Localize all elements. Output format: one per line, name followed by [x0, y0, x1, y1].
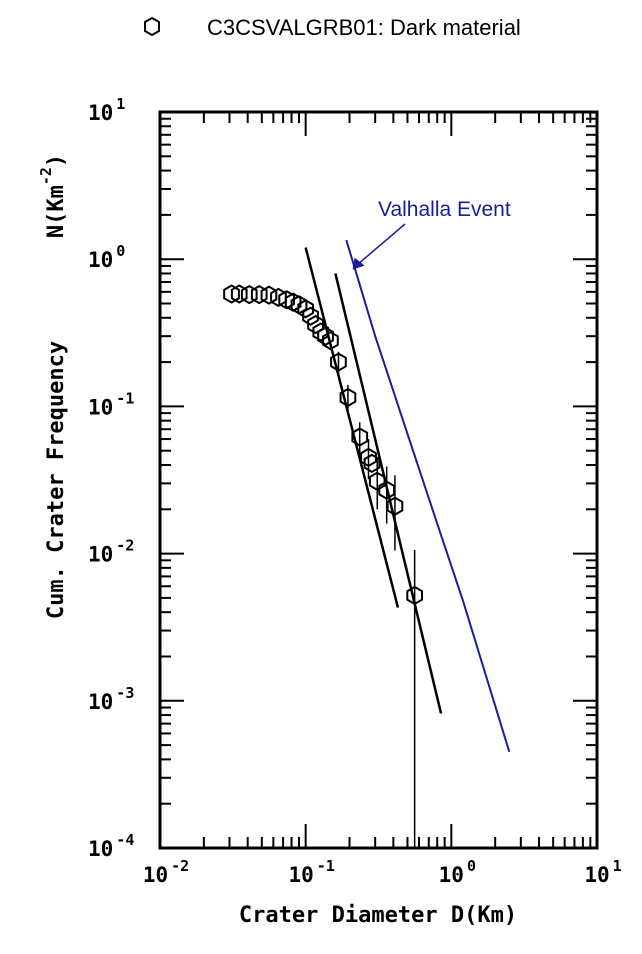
x-tick-label-exp: 1 [613, 857, 622, 875]
hexagon-point [322, 330, 339, 351]
y-axis-unit-exp: -2 [37, 167, 55, 185]
tick-labels: 10 -2 10 -1 10 0 10 110 -410 -310 -210 -110 010 1 [88, 95, 622, 887]
hexagon-point [378, 480, 396, 500]
y-axis-unit: N(Km-2) [37, 154, 69, 238]
data-points [223, 284, 423, 606]
y-tick-label: 10 1 [88, 95, 125, 125]
y-tick-label-exp: -4 [116, 831, 134, 849]
svg-text:Cum. Crater Frequency: Cum. Crater Frequency [44, 341, 69, 619]
y-axis-title: Cum. Crater Frequency [44, 341, 69, 619]
y-axis-unit-suffix: ) [44, 154, 69, 167]
x-tick-label: 10 0 [439, 857, 476, 887]
y-tick-label-base: 10 [88, 543, 113, 567]
fit-lines [304, 247, 443, 714]
y-axis-title-main: Cum. Crater Frequency [44, 341, 69, 619]
y-tick-label-exp: 0 [116, 242, 125, 260]
annotation-arrow [358, 223, 406, 265]
y-tick-label-base: 10 [88, 837, 113, 861]
y-tick-label-exp: 1 [116, 95, 125, 113]
y-axis-unit-prefix: N(Km [44, 185, 69, 238]
hexagon-point [312, 322, 330, 342]
x-tick-label: 10 -2 [143, 857, 189, 887]
hexagon-point [386, 496, 404, 516]
reference-curve-group [345, 239, 511, 753]
hexagon-point [317, 326, 334, 346]
y-tick-label: 10 0 [88, 242, 125, 272]
x-tick-label-exp: 0 [467, 857, 476, 875]
y-tick-label-base: 10 [88, 395, 113, 419]
hexagon-point [297, 299, 314, 319]
y-tick-label-base: 10 [88, 101, 113, 125]
hexagon-point [278, 290, 295, 310]
hexagon-point [360, 447, 377, 468]
y-tick-label-exp: -1 [116, 389, 134, 407]
y-tick-label-base: 10 [88, 248, 113, 272]
hexagon-point [368, 471, 386, 491]
legend: C3CSVALGRB01: Dark material [144, 15, 521, 40]
hexagon-point [351, 427, 369, 447]
svg-text:N(Km-2): N(Km-2) [37, 154, 69, 238]
axis-ticks [159, 111, 598, 849]
legend-label: C3CSVALGRB01: Dark material [207, 15, 521, 40]
x-tick-label-exp: -1 [317, 857, 335, 875]
valhalla-event-label: Valhalla Event [378, 198, 511, 221]
hexagon-point [339, 387, 357, 408]
x-tick-label-base: 10 [143, 863, 168, 887]
y-tick-label-base: 10 [88, 690, 113, 714]
hexagon-point [406, 585, 423, 606]
hexagon-point [240, 284, 258, 305]
hexagon-point [302, 306, 319, 326]
hexagon-point [230, 284, 248, 304]
x-tick-label-base: 10 [584, 863, 609, 887]
hexagon-icon [144, 16, 160, 37]
hexagon-point [260, 285, 278, 305]
x-axis-title: Crater Diameter D(Km) [239, 903, 517, 928]
hexagon-point [307, 314, 324, 335]
hexagon-point [363, 453, 381, 474]
x-tick-label-base: 10 [288, 863, 313, 887]
fit-line [334, 273, 443, 714]
y-tick-label: 10 -1 [88, 389, 134, 419]
hexagon-point [270, 287, 287, 308]
x-tick-label: 10 -1 [288, 857, 334, 887]
error-bars [337, 351, 416, 848]
y-tick-label: 10 -3 [88, 684, 134, 714]
valhalla-event-curve [345, 239, 511, 753]
x-tick-label: 10 1 [584, 857, 621, 887]
y-tick-label-exp: -2 [116, 537, 134, 555]
y-tick-label: 10 -2 [88, 537, 134, 567]
y-tick-label: 10 -4 [88, 831, 134, 861]
annotation-arrowhead [352, 257, 365, 270]
hexagon-point [223, 284, 240, 304]
plot-frame [158, 110, 599, 850]
x-tick-label-exp: -2 [171, 857, 189, 875]
fit-line [304, 247, 400, 608]
y-tick-label-exp: -3 [116, 684, 134, 702]
x-tick-label-base: 10 [439, 863, 464, 887]
hexagon-point [250, 284, 268, 305]
valhalla-annotation: Valhalla Event [352, 198, 511, 270]
hexagon-point [330, 352, 347, 372]
